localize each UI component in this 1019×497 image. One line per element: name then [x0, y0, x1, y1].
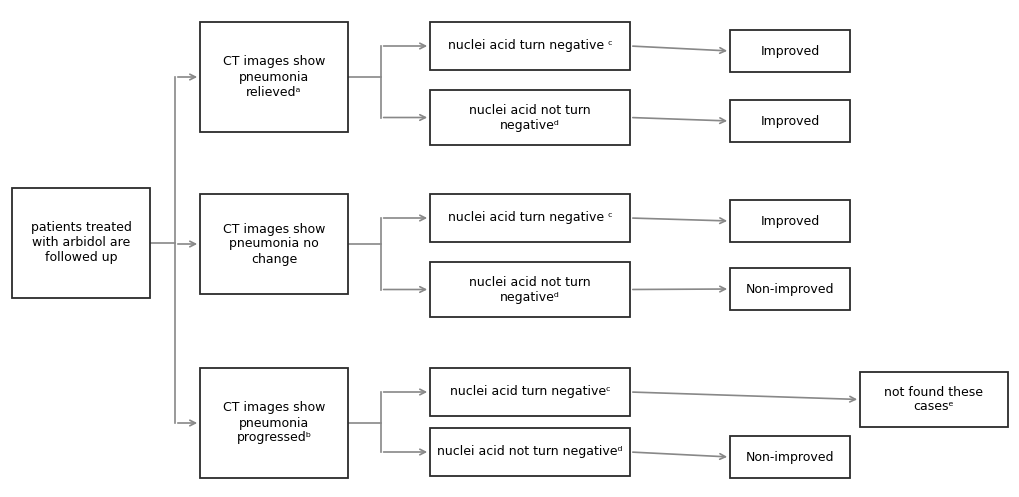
Text: not found these
casesᵉ: not found these casesᵉ: [883, 386, 982, 414]
FancyBboxPatch shape: [430, 428, 630, 476]
FancyBboxPatch shape: [730, 200, 849, 242]
Text: Improved: Improved: [759, 215, 819, 228]
Text: nuclei acid turn negativeᶜ: nuclei acid turn negativeᶜ: [449, 386, 609, 399]
FancyBboxPatch shape: [430, 90, 630, 145]
Text: nuclei acid not turn negativeᵈ: nuclei acid not turn negativeᵈ: [437, 445, 623, 459]
FancyBboxPatch shape: [12, 188, 150, 298]
Text: CT images show
pneumonia
relievedᵃ: CT images show pneumonia relievedᵃ: [222, 56, 325, 98]
Text: nuclei acid turn negative ᶜ: nuclei acid turn negative ᶜ: [447, 212, 611, 225]
FancyBboxPatch shape: [200, 368, 347, 478]
Text: nuclei acid turn negative ᶜ: nuclei acid turn negative ᶜ: [447, 39, 611, 53]
FancyBboxPatch shape: [730, 436, 849, 478]
FancyBboxPatch shape: [730, 268, 849, 310]
Text: Non-improved: Non-improved: [745, 282, 834, 296]
FancyBboxPatch shape: [730, 100, 849, 142]
Text: Improved: Improved: [759, 114, 819, 128]
FancyBboxPatch shape: [430, 262, 630, 317]
Text: patients treated
with arbidol are
followed up: patients treated with arbidol are follow…: [31, 222, 131, 264]
Text: Improved: Improved: [759, 45, 819, 58]
FancyBboxPatch shape: [430, 194, 630, 242]
Text: nuclei acid not turn
negativeᵈ: nuclei acid not turn negativeᵈ: [469, 275, 590, 304]
FancyBboxPatch shape: [859, 372, 1007, 427]
Text: nuclei acid not turn
negativeᵈ: nuclei acid not turn negativeᵈ: [469, 103, 590, 132]
Text: CT images show
pneumonia no
change: CT images show pneumonia no change: [222, 223, 325, 265]
FancyBboxPatch shape: [200, 22, 347, 132]
FancyBboxPatch shape: [430, 368, 630, 416]
Text: CT images show
pneumonia
progressedᵇ: CT images show pneumonia progressedᵇ: [222, 402, 325, 444]
Text: Non-improved: Non-improved: [745, 450, 834, 464]
FancyBboxPatch shape: [430, 22, 630, 70]
FancyBboxPatch shape: [730, 30, 849, 72]
FancyBboxPatch shape: [200, 194, 347, 294]
